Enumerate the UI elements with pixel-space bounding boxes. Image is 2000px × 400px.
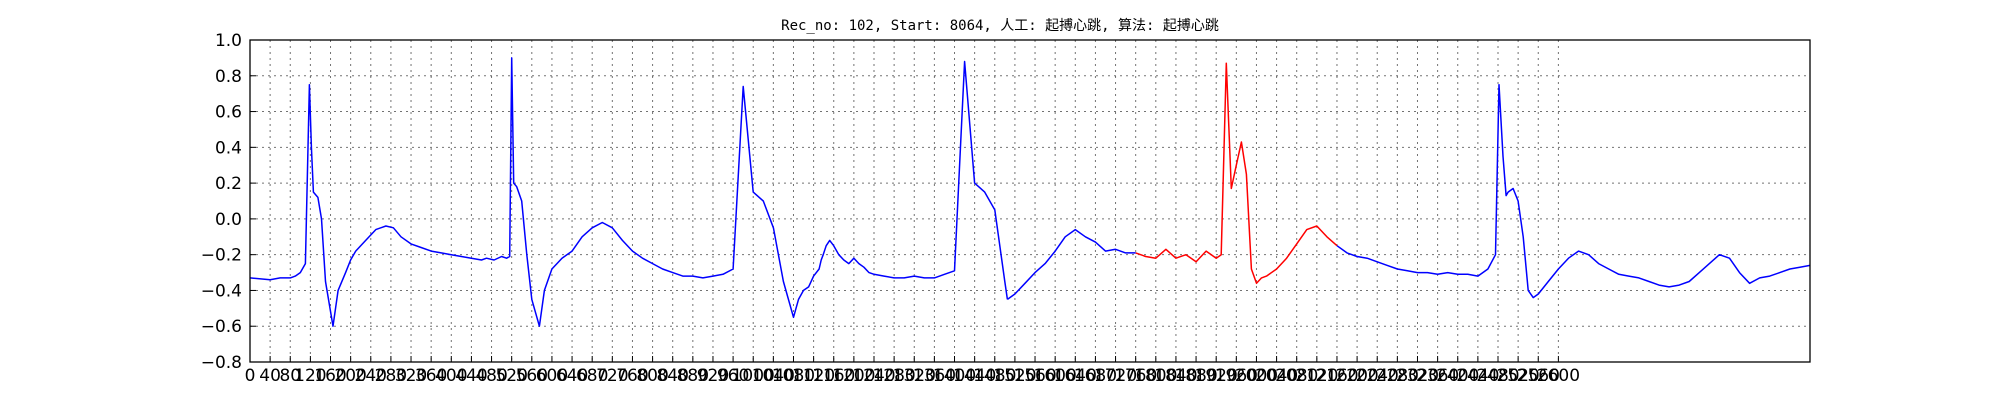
ecg-highlighted-beat-line — [1135, 62, 1338, 285]
y-tick-label: −0.2 — [201, 246, 242, 266]
y-tick-label: −0.8 — [201, 353, 242, 373]
x-tick-label: 2320 — [1396, 366, 1439, 386]
x-tick-label: 640 — [556, 366, 588, 386]
grid-layer — [249, 39, 1810, 363]
x-tick-label: 800 — [636, 366, 668, 386]
x-tick-label: 2280 — [1376, 366, 1419, 386]
x-tick-label: 440 — [455, 366, 487, 386]
x-tick-label: 1880 — [1174, 366, 1217, 386]
x-axis: 0 408012016020024028032036040044048052056… — [245, 356, 1580, 386]
x-tick-label: 520 — [495, 366, 527, 386]
x-tick-label: 40 — [259, 366, 281, 386]
plot-frame — [249, 39, 1811, 363]
x-tick-label: 2000 — [1235, 366, 1278, 386]
x-tick-label: 1120 — [792, 366, 835, 386]
x-tick-label: 600 — [536, 366, 568, 386]
x-tick-label: 1400 — [933, 366, 976, 386]
x-tick-label: 120 — [294, 366, 326, 386]
x-tick-label: 1360 — [913, 366, 956, 386]
ecg-signal-line — [1006, 228, 1136, 301]
x-tick-label: 720 — [596, 366, 628, 386]
x-tick-label: 1160 — [812, 366, 855, 386]
y-tick-label: 0.4 — [215, 138, 242, 158]
x-tick-label: 2440 — [1456, 366, 1499, 386]
x-tick-label: 760 — [616, 366, 648, 386]
ecg-signal-line — [249, 57, 1009, 327]
x-tick-label: 480 — [475, 366, 507, 386]
x-tick-label: 2160 — [1315, 366, 1358, 386]
x-tick-label: 920 — [697, 366, 729, 386]
x-tick-label: 2080 — [1275, 366, 1318, 386]
x-tick-label: 2600 — [1537, 366, 1580, 386]
x-tick-label: 880 — [677, 366, 709, 386]
x-tick-label: 1640 — [1054, 366, 1097, 386]
x-tick-label: 200 — [334, 366, 366, 386]
y-tick-label: 0.8 — [215, 67, 242, 87]
x-tick-label: 1440 — [953, 366, 996, 386]
x-tick-label: 680 — [576, 366, 608, 386]
x-tick-label: 1520 — [993, 366, 1036, 386]
x-tick-label: 2400 — [1436, 366, 1479, 386]
x-tick-label: 1840 — [1154, 366, 1197, 386]
x-tick-label: 1760 — [1114, 366, 1157, 386]
x-tick-label: 1720 — [1094, 366, 1137, 386]
chart-title: Rec_no: 102, Start: 8064, 人工: 起搏心跳, 算法: … — [781, 17, 1219, 34]
x-tick-label: 2560 — [1517, 366, 1560, 386]
x-tick-label: 1280 — [872, 366, 915, 386]
y-axis: −0.8 −0.6 −0.4 −0.2 0.0 0.2 0.4 0.6 0.8 1.0 — [201, 31, 256, 373]
y-tick-label: 0.6 — [215, 103, 242, 123]
y-tick-label: 1.0 — [215, 31, 242, 51]
x-tick-label: 1680 — [1074, 366, 1117, 386]
x-tick-label: 1080 — [772, 366, 815, 386]
x-tick-label: 80 — [279, 366, 301, 386]
x-tick-label: 560 — [516, 366, 548, 386]
x-tick-label: 2120 — [1295, 366, 1338, 386]
x-tick-label: 1200 — [832, 366, 875, 386]
x-tick-label: 2200 — [1335, 366, 1378, 386]
x-tick-label: 1480 — [973, 366, 1016, 386]
x-tick-label: 1600 — [1034, 366, 1077, 386]
x-tick-label: 280 — [375, 366, 407, 386]
x-tick-label: 1240 — [852, 366, 895, 386]
x-tick-label: 1960 — [1215, 366, 1258, 386]
x-tick-label: 840 — [656, 366, 688, 386]
x-tick-label: 320 — [395, 366, 427, 386]
ecg-signal-line — [1336, 83, 1811, 299]
x-tick-label: 400 — [435, 366, 467, 386]
x-tick-label: 1800 — [1134, 366, 1177, 386]
x-tick-label: 960 — [717, 366, 749, 386]
y-tick-label: 0.0 — [215, 210, 242, 230]
x-tick-label: 2040 — [1255, 366, 1298, 386]
x-tick-label: 2240 — [1356, 366, 1399, 386]
x-tick-label: 240 — [355, 366, 387, 386]
x-tick-label: 1920 — [1195, 366, 1238, 386]
x-tick-label: 1040 — [752, 366, 795, 386]
x-tick-label: 2360 — [1416, 366, 1459, 386]
x-tick-label: 160 — [314, 366, 346, 386]
x-tick-label: 1000 — [732, 366, 775, 386]
x-tick-label: 1320 — [893, 366, 936, 386]
y-tick-label: −0.4 — [201, 281, 242, 301]
x-tick-label: 2480 — [1476, 366, 1519, 386]
x-tick-label: 360 — [415, 366, 447, 386]
x-tick-label: 1560 — [1013, 366, 1056, 386]
x-tick-label: 2520 — [1496, 366, 1539, 386]
x-tick-label: 0 — [245, 366, 256, 386]
series-layer — [249, 57, 1811, 327]
y-tick-label: 0.2 — [215, 174, 242, 194]
y-tick-label: −0.6 — [201, 317, 242, 337]
